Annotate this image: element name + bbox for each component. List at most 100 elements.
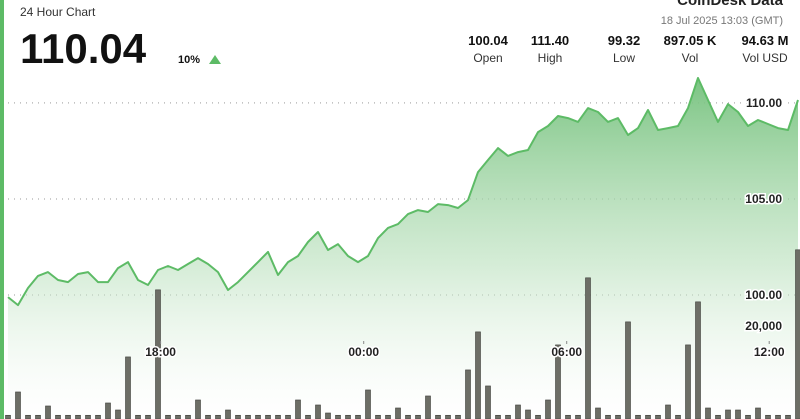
volume-bar xyxy=(465,369,471,419)
volume-bar xyxy=(175,414,181,419)
volume-bar xyxy=(535,414,541,419)
stat-label: Vol USD xyxy=(742,51,788,65)
volume-bar xyxy=(335,414,341,419)
stat-value: 897.05 K xyxy=(664,33,717,48)
volume-bar xyxy=(5,414,11,419)
volume-bar xyxy=(725,409,731,419)
volume-bar xyxy=(445,414,451,419)
up-arrow xyxy=(209,55,221,64)
left-accent xyxy=(0,0,4,419)
volume-bar xyxy=(225,409,231,419)
brand: CoinDesk Data xyxy=(677,0,784,9)
volume-bar xyxy=(365,389,371,419)
volume-bar xyxy=(395,407,401,419)
change: 10% xyxy=(178,54,200,66)
volume-bar xyxy=(645,414,651,419)
volume-bar xyxy=(435,414,441,419)
volume-bar xyxy=(425,395,431,419)
volume-bar xyxy=(595,407,601,419)
volume-bar xyxy=(635,414,641,419)
price: 110.04 xyxy=(20,25,147,72)
volume-bar xyxy=(515,404,521,419)
volume-bar xyxy=(205,414,211,419)
volume-bar xyxy=(715,414,721,419)
volume-bar xyxy=(485,385,491,419)
volume-bar xyxy=(665,404,671,419)
volume-bar xyxy=(575,414,581,419)
volume-bar xyxy=(165,414,171,419)
stat-label: Open xyxy=(473,51,502,65)
volume-bar xyxy=(405,414,411,419)
volume-bar xyxy=(85,414,91,419)
volume-bar xyxy=(385,414,391,419)
volume-bar xyxy=(525,409,531,419)
timestamp: 18 Jul 2025 13:03 (GMT) xyxy=(661,15,783,27)
volume-bar xyxy=(545,399,551,419)
volume-bar xyxy=(555,344,561,419)
volume-bar xyxy=(325,412,331,419)
volume-bar xyxy=(375,414,381,419)
volume-bar xyxy=(705,407,711,419)
y-tick-label: 110.00 xyxy=(746,96,782,110)
volume-bar xyxy=(185,414,191,419)
y2-tick-label: 20,000 xyxy=(745,319,782,333)
header: 24 Hour Chart 110.04 10% CoinDesk Data 1… xyxy=(20,0,788,72)
volume-bar xyxy=(695,301,701,419)
x-tick-label: 00:00 xyxy=(348,345,379,359)
volume-bar xyxy=(455,414,461,419)
volume-bar xyxy=(615,414,621,419)
volume-bar xyxy=(105,402,111,419)
volume-bar xyxy=(655,414,661,419)
volume-bar xyxy=(65,414,71,419)
volume-bar xyxy=(495,414,501,419)
x-tick-label: 12:00 xyxy=(754,345,785,359)
volume-bar xyxy=(135,414,141,419)
volume-bar xyxy=(735,409,741,419)
volume-bar xyxy=(265,414,271,419)
price-area xyxy=(8,78,798,419)
volume-bar xyxy=(625,321,631,419)
volume-bar xyxy=(755,407,761,419)
volume-bar xyxy=(125,356,131,419)
volume-bar xyxy=(785,414,791,419)
y-tick-label: 100.00 xyxy=(745,288,782,302)
volume-bar xyxy=(55,414,61,419)
volume-bar xyxy=(795,249,800,419)
volume-bar xyxy=(45,405,51,419)
volume-bar xyxy=(345,414,351,419)
volume-bar xyxy=(765,414,771,419)
volume-bar xyxy=(75,414,81,419)
volume-bar xyxy=(685,344,691,419)
volume-bar xyxy=(15,391,21,419)
volume-bar xyxy=(315,404,321,419)
volume-bar xyxy=(605,414,611,419)
volume-bar xyxy=(215,414,221,419)
volume-bar xyxy=(235,414,241,419)
volume-bar xyxy=(155,289,161,419)
volume-bar xyxy=(415,414,421,419)
stat-label: High xyxy=(538,51,563,65)
volume-bar xyxy=(305,414,311,419)
volume-bar xyxy=(255,414,261,419)
volume-bar xyxy=(195,399,201,419)
volume-bar xyxy=(585,277,591,419)
volume-bar xyxy=(475,331,481,419)
volume-bar xyxy=(275,414,281,419)
x-tick-label: 18:00 xyxy=(145,345,176,359)
volume-bar xyxy=(115,409,121,419)
subtitle: 24 Hour Chart xyxy=(20,5,96,19)
volume-bar xyxy=(285,414,291,419)
stat-value: 99.32 xyxy=(608,33,641,48)
volume-bar xyxy=(355,414,361,419)
volume-bar xyxy=(675,414,681,419)
stat-label: Vol xyxy=(682,51,699,65)
volume-bar xyxy=(95,414,101,419)
stat-label: Low xyxy=(613,51,635,65)
plot-area: 100.00 105.00 110.00 20,000 18:00 00:00 06:00 1… xyxy=(5,77,800,419)
x-tick-label: 06:00 xyxy=(551,345,582,359)
volume-bar xyxy=(35,414,41,419)
volume-bar xyxy=(245,414,251,419)
volume-bar xyxy=(295,399,301,419)
stat-value: 111.40 xyxy=(531,33,569,48)
